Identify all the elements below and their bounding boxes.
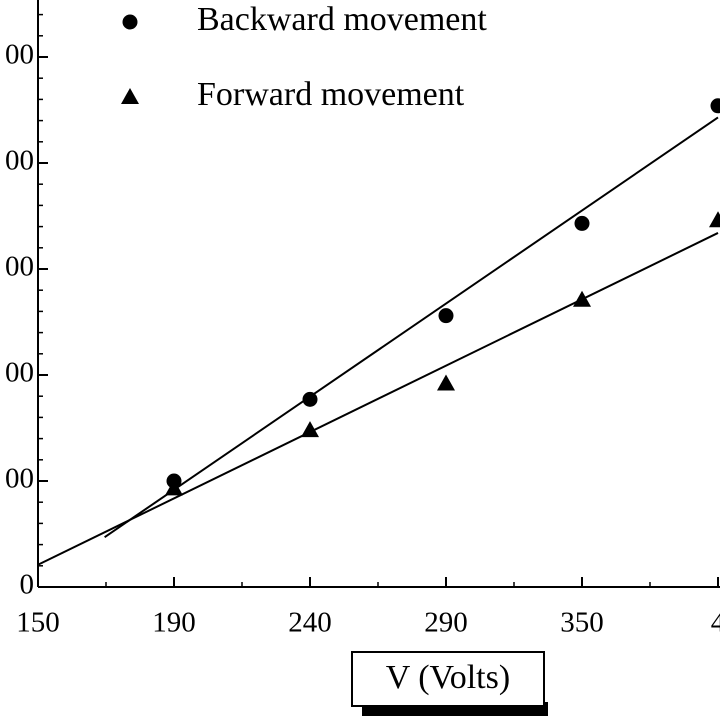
legend-label: Backward movement xyxy=(197,1,487,38)
point xyxy=(165,479,183,496)
legend-marker xyxy=(121,88,139,104)
x-tick-label: 290 xyxy=(424,607,468,639)
point xyxy=(301,421,319,438)
point xyxy=(437,374,455,391)
x-tick-label: 350 xyxy=(560,607,604,639)
point xyxy=(710,98,720,114)
point xyxy=(438,308,454,324)
y-tick-label: 00 xyxy=(5,145,34,177)
label-box xyxy=(351,651,545,707)
legend-label: Forward movement xyxy=(197,76,465,113)
fit-line xyxy=(37,232,719,566)
fit-line xyxy=(104,116,719,539)
legend-marker xyxy=(122,14,138,30)
y-tick-label: 00 xyxy=(5,357,34,389)
y-tick-label: 0 xyxy=(20,569,35,601)
x-tick-label: 4 xyxy=(711,607,720,639)
y-tick-label: 00 xyxy=(5,251,34,283)
point xyxy=(709,211,720,228)
x-tick-label: 190 xyxy=(152,607,196,639)
point xyxy=(302,391,318,407)
y-tick-label: 00 xyxy=(5,463,34,495)
x-axis-label: V (Volts) xyxy=(386,659,510,696)
x-tick-label: 240 xyxy=(288,607,332,639)
x-tick-label: 150 xyxy=(16,607,60,639)
y-tick-label: 00 xyxy=(5,39,34,71)
point xyxy=(573,290,591,307)
point xyxy=(574,215,590,231)
